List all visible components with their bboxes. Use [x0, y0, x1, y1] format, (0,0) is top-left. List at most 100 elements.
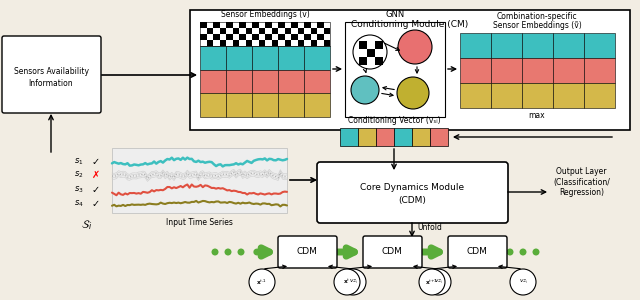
Bar — [226, 93, 252, 117]
Text: $\mathcal{S}_i$: $\mathcal{S}_i$ — [81, 218, 93, 232]
Text: Unfold: Unfold — [417, 223, 442, 232]
Bar — [200, 70, 226, 93]
Bar — [239, 34, 246, 40]
Bar — [246, 28, 252, 34]
Bar — [232, 34, 239, 40]
Bar — [278, 28, 285, 34]
Bar — [375, 41, 383, 49]
Bar — [394, 128, 412, 146]
Bar — [112, 148, 287, 213]
Bar — [190, 10, 630, 130]
Circle shape — [425, 269, 451, 295]
Circle shape — [340, 269, 366, 295]
Bar — [430, 128, 448, 146]
Bar — [491, 58, 522, 83]
Bar — [271, 34, 278, 40]
Bar — [285, 22, 291, 28]
Bar — [207, 28, 213, 34]
Bar — [304, 46, 330, 70]
Bar — [252, 46, 278, 70]
Bar — [359, 41, 367, 49]
Circle shape — [532, 248, 540, 256]
Bar — [310, 22, 317, 28]
Bar — [246, 34, 252, 40]
Bar — [200, 93, 226, 117]
Bar — [553, 33, 584, 58]
Bar — [375, 57, 383, 65]
Circle shape — [510, 269, 536, 295]
Bar — [358, 128, 376, 146]
Bar — [323, 40, 330, 46]
Circle shape — [506, 248, 513, 256]
Bar — [317, 34, 323, 40]
Bar — [246, 40, 252, 46]
Text: $s_3$: $s_3$ — [74, 185, 84, 195]
Bar — [252, 70, 278, 93]
Bar — [298, 22, 304, 28]
Text: ✓: ✓ — [92, 157, 100, 167]
Bar — [226, 70, 252, 93]
Text: $v_{\mathcal{S}_i}$: $v_{\mathcal{S}_i}$ — [518, 278, 527, 286]
Text: Conditioning Vector (vₛᵢ): Conditioning Vector (vₛᵢ) — [348, 116, 440, 125]
Bar — [200, 28, 207, 34]
Text: CDM: CDM — [467, 248, 488, 256]
FancyBboxPatch shape — [278, 236, 337, 268]
Bar — [265, 34, 271, 40]
Bar — [213, 34, 220, 40]
Bar — [213, 40, 220, 46]
Bar — [271, 22, 278, 28]
Bar — [367, 57, 375, 65]
Circle shape — [249, 269, 275, 295]
Bar — [226, 40, 232, 46]
Text: $v_{\mathcal{S}_i}$: $v_{\mathcal{S}_i}$ — [433, 278, 442, 286]
Text: $\mathbf{x}^{t\text{+}1}$: $\mathbf{x}^{t\text{+}1}$ — [426, 277, 438, 287]
Bar — [213, 22, 220, 28]
Text: CDM: CDM — [296, 248, 317, 256]
Bar — [285, 28, 291, 34]
Bar — [226, 46, 252, 70]
Bar — [310, 34, 317, 40]
Bar — [291, 28, 298, 34]
Text: Input Time Series: Input Time Series — [166, 218, 232, 227]
Bar — [265, 22, 271, 28]
Bar — [239, 22, 246, 28]
Bar — [220, 40, 226, 46]
Text: CDM: CDM — [381, 248, 403, 256]
Bar — [200, 34, 207, 40]
Bar — [317, 40, 323, 46]
Bar — [291, 22, 298, 28]
Text: (CDM): (CDM) — [398, 196, 426, 205]
FancyBboxPatch shape — [448, 236, 507, 268]
Bar — [291, 40, 298, 46]
Bar — [220, 22, 226, 28]
Bar — [278, 22, 285, 28]
Bar — [200, 22, 330, 46]
Text: Conditioning Module (CM): Conditioning Module (CM) — [351, 20, 468, 29]
FancyBboxPatch shape — [2, 36, 101, 113]
Bar — [265, 28, 271, 34]
Bar — [207, 34, 213, 40]
Bar — [323, 34, 330, 40]
Bar — [522, 83, 553, 108]
Bar — [522, 33, 553, 58]
Bar — [304, 93, 330, 117]
Bar — [200, 22, 207, 28]
Bar — [491, 33, 522, 58]
Bar — [200, 40, 207, 46]
Bar — [220, 28, 226, 34]
Bar — [232, 28, 239, 34]
Bar — [323, 22, 330, 28]
Bar — [359, 49, 367, 57]
Bar — [285, 40, 291, 46]
Text: GNN: GNN — [385, 10, 404, 19]
Circle shape — [334, 269, 360, 295]
Bar — [317, 22, 323, 28]
Bar — [259, 34, 265, 40]
Bar — [491, 83, 522, 108]
Text: $\mathbf{x}^{t\text{-}1}$: $\mathbf{x}^{t\text{-}1}$ — [257, 277, 268, 287]
Bar — [259, 40, 265, 46]
Bar — [226, 22, 232, 28]
Bar — [584, 58, 615, 83]
Bar — [367, 49, 375, 57]
Bar — [259, 28, 265, 34]
